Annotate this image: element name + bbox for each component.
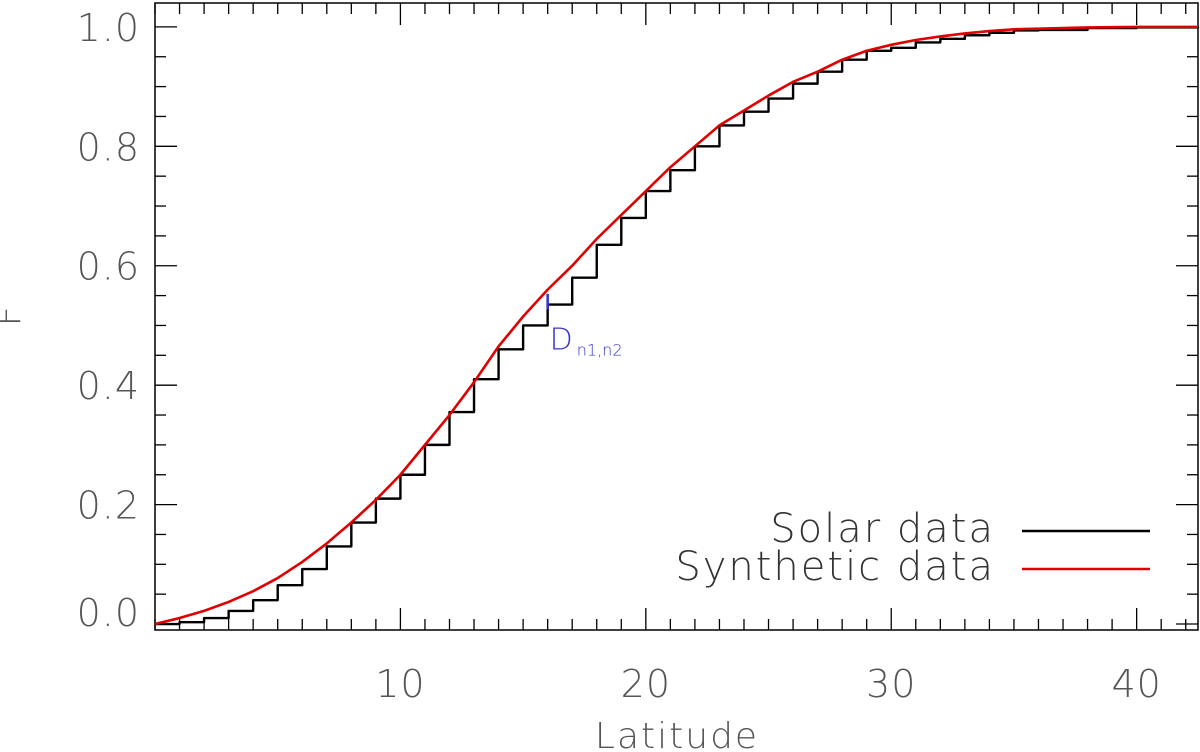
plot-border <box>154 2 1199 631</box>
legend-label-synthetic: Synthetic data <box>675 544 995 590</box>
x-tick-label: 10 <box>375 662 425 706</box>
synthetic-data-line <box>154 25 1198 626</box>
y-tick-label: 0.6 <box>77 245 140 289</box>
series-layer <box>154 25 1200 626</box>
x-tick-label: 40 <box>1111 662 1161 706</box>
plot-frame <box>154 2 1199 631</box>
x-axis-ticks <box>154 3 1187 630</box>
y-tick-label: 0.2 <box>77 484 140 528</box>
y-tick-label: 0.0 <box>77 591 140 635</box>
y-axis-tick-labels: 0.0 0.2 0.4 0.6 0.8 1.0 <box>77 6 140 635</box>
y-axis-title: F <box>0 304 29 327</box>
x-axis-tick-labels: 10 20 30 40 <box>375 662 1161 706</box>
x-tick-label: 30 <box>866 662 916 706</box>
x-axis-title: Latitude <box>595 716 759 752</box>
y-axis-ticks <box>155 26 1198 625</box>
y-tick-label: 0.4 <box>77 364 140 408</box>
solar-data-line <box>155 26 1200 626</box>
x-tick-label: 20 <box>621 662 671 706</box>
legend-label-solar: Solar data <box>770 506 995 552</box>
y-tick-label: 0.8 <box>77 125 140 169</box>
y-tick-label: 1.0 <box>77 6 140 50</box>
